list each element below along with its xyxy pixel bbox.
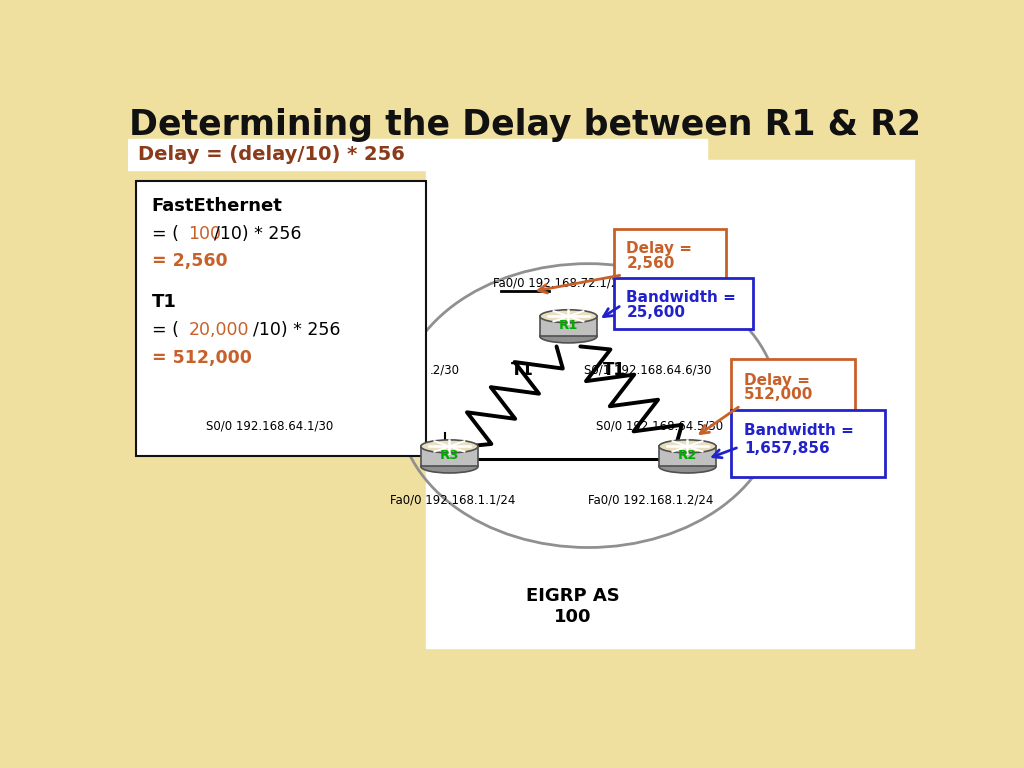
FancyBboxPatch shape <box>731 359 855 412</box>
Ellipse shape <box>540 310 597 323</box>
Text: = 512,000: = 512,000 <box>152 349 252 367</box>
Text: Delay =: Delay = <box>743 372 810 388</box>
Ellipse shape <box>540 330 597 343</box>
Text: Determining the Delay between R1 & R2: Determining the Delay between R1 & R2 <box>129 108 921 141</box>
Text: T1: T1 <box>152 293 177 311</box>
Text: = (: = ( <box>152 322 178 339</box>
Text: S0/0 192.168.64.1/30: S0/0 192.168.64.1/30 <box>206 420 333 433</box>
Text: Delay = (delay/10) * 256: Delay = (delay/10) * 256 <box>137 145 404 164</box>
FancyBboxPatch shape <box>613 278 754 329</box>
Bar <box>421 446 478 466</box>
Text: T1: T1 <box>511 361 534 379</box>
Text: FastEthernet: FastEthernet <box>152 197 283 215</box>
Ellipse shape <box>658 460 716 473</box>
Text: = (: = ( <box>152 225 178 243</box>
Text: 20,000: 20,000 <box>188 322 249 339</box>
Text: 512,000: 512,000 <box>743 387 813 402</box>
Text: 1,657,856: 1,657,856 <box>743 441 829 455</box>
Text: EIGRP AS
100: EIGRP AS 100 <box>525 588 620 626</box>
FancyBboxPatch shape <box>731 410 885 476</box>
Text: Fa0/0 192.168.1.1/24: Fa0/0 192.168.1.1/24 <box>390 494 515 507</box>
Text: = 2,560: = 2,560 <box>152 253 227 270</box>
Text: 25,600: 25,600 <box>627 305 685 319</box>
Bar <box>658 446 716 466</box>
FancyBboxPatch shape <box>426 161 913 648</box>
Text: /10) * 256: /10) * 256 <box>253 322 341 339</box>
Text: S0/0 192.168.64.5/30: S0/0 192.168.64.5/30 <box>596 420 723 433</box>
Text: /10) * 256: /10) * 256 <box>214 225 301 243</box>
Ellipse shape <box>421 440 478 453</box>
FancyBboxPatch shape <box>613 230 726 280</box>
Text: 100: 100 <box>188 225 221 243</box>
Bar <box>540 316 597 336</box>
Text: Fa0/0 192.168.1.2/24: Fa0/0 192.168.1.2/24 <box>588 494 714 507</box>
FancyBboxPatch shape <box>128 140 708 170</box>
Text: T1: T1 <box>603 361 626 379</box>
Text: R3: R3 <box>439 449 459 462</box>
Text: Delay =: Delay = <box>627 241 692 257</box>
Text: 2,560: 2,560 <box>627 257 675 271</box>
Text: R2: R2 <box>678 449 697 462</box>
Ellipse shape <box>421 460 478 473</box>
Text: .2/30: .2/30 <box>430 363 460 376</box>
Ellipse shape <box>658 440 716 453</box>
Text: Bandwidth =: Bandwidth = <box>627 290 736 305</box>
Text: R1: R1 <box>559 319 579 333</box>
Text: Bandwidth =: Bandwidth = <box>743 423 854 438</box>
Text: Fa0/0 192.168.72.1/24: Fa0/0 192.168.72.1/24 <box>494 276 626 290</box>
FancyBboxPatch shape <box>136 180 426 456</box>
Text: S0/1 192.168.64.6/30: S0/1 192.168.64.6/30 <box>585 363 712 376</box>
